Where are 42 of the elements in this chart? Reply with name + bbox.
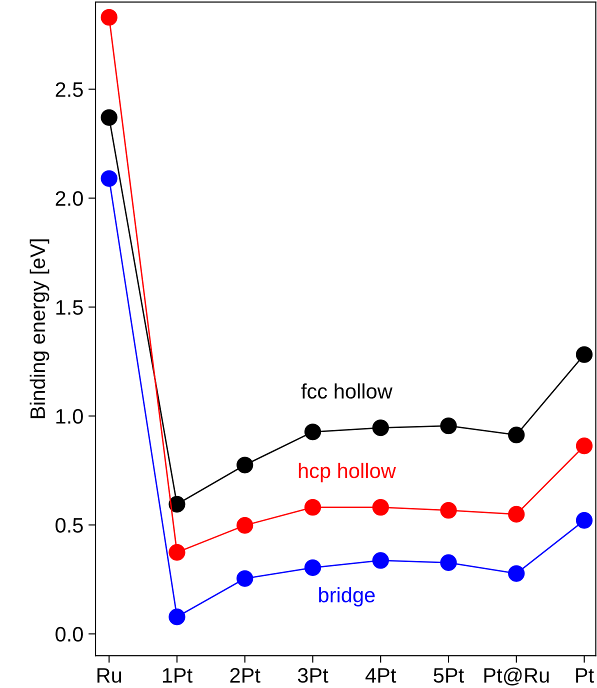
point [440,417,457,434]
point [372,552,389,569]
point [304,498,322,516]
point [508,565,525,582]
point [100,8,118,26]
point [576,512,593,529]
x-tick-label: 5Pt [434,668,464,683]
point [100,170,118,187]
point [168,608,186,626]
point [168,544,186,561]
x-tick-label: Pt@Ru [484,667,549,686]
x-tick-label: Pt [576,668,594,683]
y-tick-label: 2.5 [56,82,83,97]
point [304,559,322,576]
point [576,346,593,363]
y-tick-label: 1.0 [56,409,83,424]
point [372,419,389,436]
series-label: fcc hollow [301,383,392,399]
point [508,506,525,523]
point [168,496,186,513]
y-tick-label: 2.0 [56,191,83,206]
x-tick-label: 4Pt [365,668,396,683]
y-tick-label: 0.5 [56,518,83,533]
series-label: hcp hollow [298,462,396,482]
point [440,502,457,519]
point [576,438,593,454]
y-axis-title: Binding energy [eV] [30,239,50,418]
point [100,109,118,126]
point [236,517,254,534]
point [304,424,322,440]
x-tick-label: 2Pt [230,668,260,683]
y-tick-label: 0.0 [56,626,83,642]
series-label: bridge [319,587,375,607]
x-tick-label: 1Pt [162,668,192,683]
point [440,554,457,571]
x-tick-label: Ru [97,668,122,683]
point [508,426,525,444]
point [236,570,254,587]
point [236,456,254,474]
x-tick-label: 3Pt [298,668,328,683]
y-tick-label: 1.5 [56,300,83,315]
point [372,498,389,516]
